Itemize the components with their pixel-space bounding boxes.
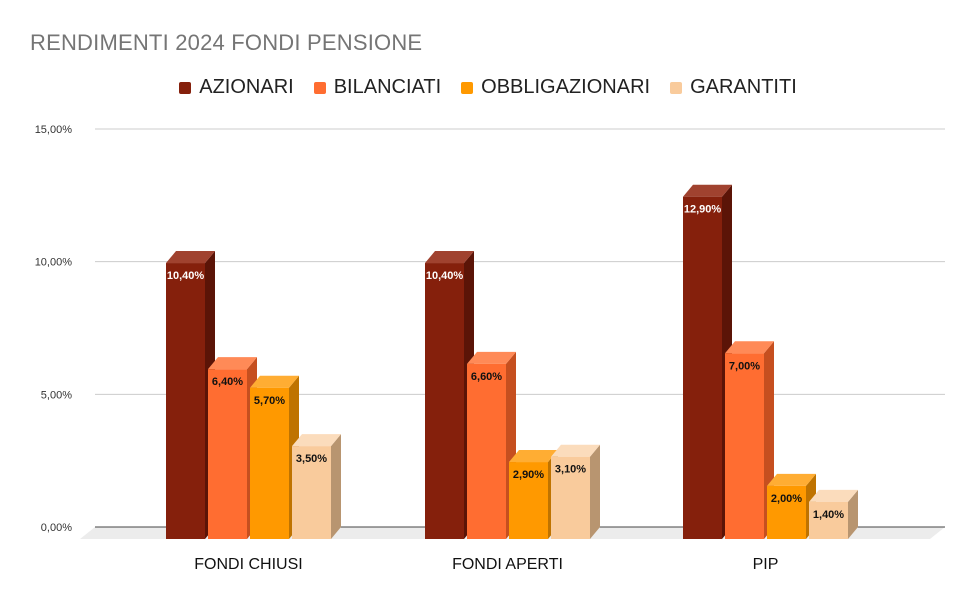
bar-front: [551, 456, 590, 539]
bar-side: [331, 434, 341, 539]
data-label: 3,50%: [296, 453, 327, 465]
data-label: 2,90%: [513, 469, 544, 481]
legend-swatch: [313, 81, 326, 94]
bar-front: [809, 501, 848, 539]
bar-front: [509, 462, 548, 539]
bar-top: [767, 473, 816, 486]
legend-label: OBBLIGAZIONARI: [481, 76, 651, 98]
bar-top: [551, 444, 600, 457]
bar-top: [467, 351, 516, 364]
bar-top: [509, 450, 558, 463]
bar-side: [590, 444, 600, 539]
legend-item-azionari: AZIONARI: [179, 76, 294, 99]
data-label: 3,10%: [555, 464, 586, 476]
legend-swatch: [670, 81, 683, 94]
data-label: 6,40%: [212, 376, 243, 388]
bar-front: [425, 263, 464, 539]
category-label: FONDI CHIUSI: [194, 556, 302, 573]
bar-azionari-fondi-aperti: [425, 251, 474, 539]
bar-front: [292, 446, 331, 539]
y-tick-label: 10,00%: [35, 257, 73, 269]
y-tick-label: 0,00%: [41, 522, 72, 534]
data-label: 12,90%: [684, 204, 722, 216]
bar-front: [208, 369, 247, 539]
legend-swatch: [461, 81, 474, 94]
legend-item-garantiti: GARANTITI: [670, 76, 797, 99]
data-label: 6,60%: [471, 371, 502, 383]
bar-top: [292, 434, 341, 447]
legend-label: GARANTITI: [690, 76, 797, 98]
bar-top: [208, 357, 257, 370]
legend-swatch: [179, 81, 192, 94]
bar-front: [250, 387, 289, 539]
data-label: 2,00%: [771, 493, 802, 505]
data-label: 1,40%: [813, 509, 844, 521]
bar-top: [725, 341, 774, 354]
bar-garantiti-fondi-aperti: [551, 444, 600, 539]
data-label: 10,40%: [167, 270, 205, 282]
y-tick-label: 15,00%: [35, 124, 73, 136]
bar-side: [848, 489, 858, 539]
legend-label: BILANCIATI: [333, 76, 442, 98]
bar-front: [725, 353, 764, 539]
bar-top: [809, 489, 858, 502]
bar-top: [166, 251, 215, 264]
category-label: PIP: [753, 556, 779, 573]
y-tick-label: 5,00%: [41, 389, 72, 401]
bar-front: [166, 263, 205, 539]
category-label: FONDI APERTI: [452, 556, 563, 573]
bar-obbligazionari-fondi-aperti: [509, 450, 558, 539]
bar-azionari-pip: [683, 184, 732, 539]
data-label: 5,70%: [254, 395, 285, 407]
bar-obbligazionari-pip: [767, 473, 816, 539]
legend: AZIONARI BILANCIATI OBBLIGAZIONARI GARANTIT…: [0, 76, 976, 99]
legend-item-bilanciati: BILANCIATI: [313, 76, 442, 99]
bar-obbligazionari-fondi-chiusi: [250, 375, 299, 539]
legend-item-obbligazionari: OBBLIGAZIONARI: [461, 76, 650, 99]
chart-title: RENDIMENTI 2024 FONDI PENSIONE: [30, 30, 423, 55]
bar-garantiti-fondi-chiusi: [292, 434, 341, 539]
bar-front: [767, 485, 806, 539]
data-label: 10,40%: [426, 270, 464, 282]
bar-top: [425, 251, 474, 264]
data-label: 7,00%: [729, 360, 760, 372]
bar-top: [683, 184, 732, 197]
bar-front: [683, 196, 722, 539]
legend-label: AZIONARI: [199, 76, 294, 98]
bar-garantiti-pip: [809, 489, 858, 539]
bar-top: [250, 375, 299, 388]
bar-front: [467, 363, 506, 539]
bar-azionari-fondi-chiusi: [166, 251, 215, 539]
